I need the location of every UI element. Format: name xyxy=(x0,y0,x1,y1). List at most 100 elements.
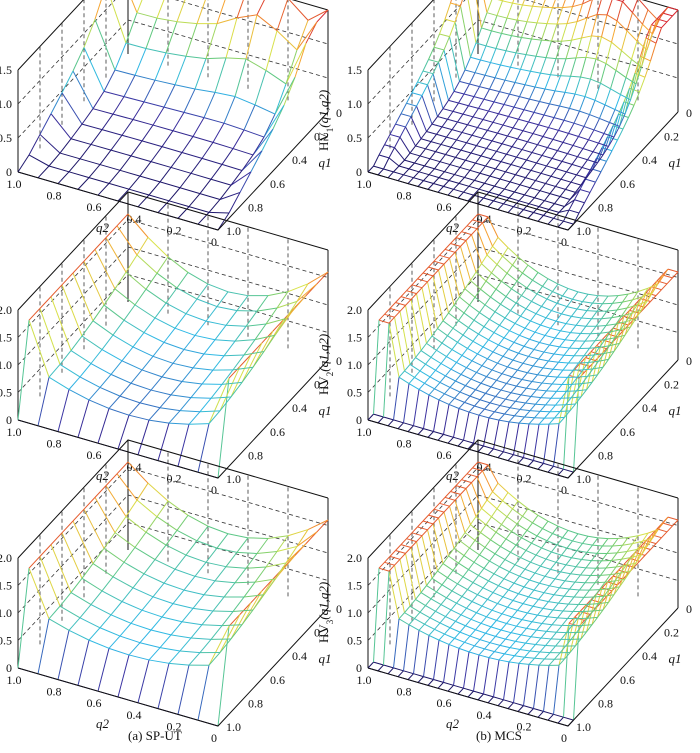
mesh-line xyxy=(428,388,435,396)
mesh-line xyxy=(565,639,572,647)
mesh-line xyxy=(554,75,561,92)
mesh-line xyxy=(148,647,161,661)
mesh-line xyxy=(94,497,116,533)
mesh-line xyxy=(608,570,619,603)
mesh-line xyxy=(579,582,586,591)
mesh-line xyxy=(444,496,456,501)
mesh-line xyxy=(528,596,539,601)
mesh-line xyxy=(508,348,519,354)
mesh-line xyxy=(533,582,540,591)
q2-tick-label: 0.2 xyxy=(517,471,532,485)
mesh-line xyxy=(662,12,673,17)
mesh-line xyxy=(547,147,558,152)
mesh-line xyxy=(556,625,563,633)
mesh-line xyxy=(563,220,574,225)
mesh-line xyxy=(604,580,616,583)
mesh-line xyxy=(433,33,440,48)
mesh-line xyxy=(409,145,416,154)
mesh-line xyxy=(419,148,426,157)
caption-mcs: (b) MCS xyxy=(476,728,522,743)
mesh-line xyxy=(517,705,524,712)
mesh-line xyxy=(444,243,451,250)
mesh-line xyxy=(602,295,609,305)
mesh-line xyxy=(419,363,426,372)
mesh-line xyxy=(604,337,616,341)
mesh-line xyxy=(655,289,662,296)
mesh-line xyxy=(101,129,123,136)
mesh-line xyxy=(504,310,511,319)
q1-tick-label: 0.8 xyxy=(248,448,263,462)
mesh-line xyxy=(524,410,531,418)
mesh-line xyxy=(265,70,287,85)
mesh-line xyxy=(488,110,499,115)
mesh-line xyxy=(606,545,613,554)
mesh-line xyxy=(491,369,503,375)
mesh-line xyxy=(490,48,497,63)
mesh-line xyxy=(652,529,659,539)
mesh-line xyxy=(423,394,430,429)
mesh-line xyxy=(616,551,628,554)
mesh-line xyxy=(426,131,437,135)
mesh-line xyxy=(572,144,584,150)
mesh-line xyxy=(535,554,547,560)
mesh-line xyxy=(483,191,490,199)
mesh-line xyxy=(501,17,508,34)
mesh-line xyxy=(459,391,471,397)
mesh-line xyxy=(437,682,444,689)
mesh-line xyxy=(141,369,163,378)
mesh-line xyxy=(128,402,141,416)
mesh-line xyxy=(482,464,489,472)
z-tick-label: 0.5 xyxy=(0,634,12,648)
mesh-line xyxy=(230,602,252,640)
mesh-line xyxy=(503,203,514,208)
mesh-line xyxy=(579,189,591,193)
q1-tick-label: 0.6 xyxy=(270,673,285,687)
mesh-line xyxy=(430,141,442,145)
mesh-line xyxy=(542,360,549,369)
caption-sp-ut: (a) SP-UT xyxy=(128,728,182,743)
mesh-line xyxy=(287,529,309,537)
mesh-line xyxy=(450,139,457,148)
mesh-line xyxy=(580,177,587,186)
mesh-line xyxy=(543,114,555,119)
mesh-line xyxy=(462,105,469,115)
q1-tick-label: 0.6 xyxy=(620,673,635,687)
mesh-line xyxy=(500,296,507,305)
mesh-line xyxy=(498,578,505,587)
mesh-line xyxy=(613,343,620,352)
mesh-line xyxy=(507,492,519,502)
mesh-line xyxy=(462,569,469,578)
mesh-line xyxy=(485,158,492,167)
mesh-line xyxy=(136,12,158,19)
mesh-line xyxy=(564,91,576,95)
mesh-line xyxy=(119,635,141,644)
mesh-line xyxy=(587,293,599,297)
mesh-line xyxy=(614,329,621,339)
mesh-line xyxy=(651,286,662,291)
mesh-line xyxy=(543,344,550,353)
mesh-line xyxy=(265,30,278,71)
mesh-line xyxy=(518,109,525,120)
mesh-line xyxy=(389,133,401,138)
mesh-line xyxy=(384,308,391,315)
q2-tick-label: 0.6 xyxy=(437,448,452,462)
mesh-line xyxy=(483,326,495,334)
mesh-line xyxy=(256,0,265,16)
mesh-line xyxy=(61,70,74,93)
mesh-line xyxy=(557,716,564,724)
q2-tick-label: 0.2 xyxy=(167,223,182,237)
mesh-line xyxy=(294,43,307,78)
mesh-line xyxy=(566,306,578,310)
mesh-line xyxy=(504,67,511,81)
mesh-line xyxy=(610,70,617,89)
mesh-line xyxy=(449,21,456,37)
mesh-line xyxy=(574,363,581,370)
mesh-line xyxy=(519,575,530,581)
mesh-line xyxy=(549,344,560,348)
mesh-line xyxy=(564,652,571,660)
mesh-line xyxy=(565,316,572,324)
mesh-line xyxy=(595,318,602,327)
mesh-line xyxy=(593,353,605,356)
mesh-line xyxy=(434,168,445,173)
mesh-line xyxy=(562,537,573,542)
